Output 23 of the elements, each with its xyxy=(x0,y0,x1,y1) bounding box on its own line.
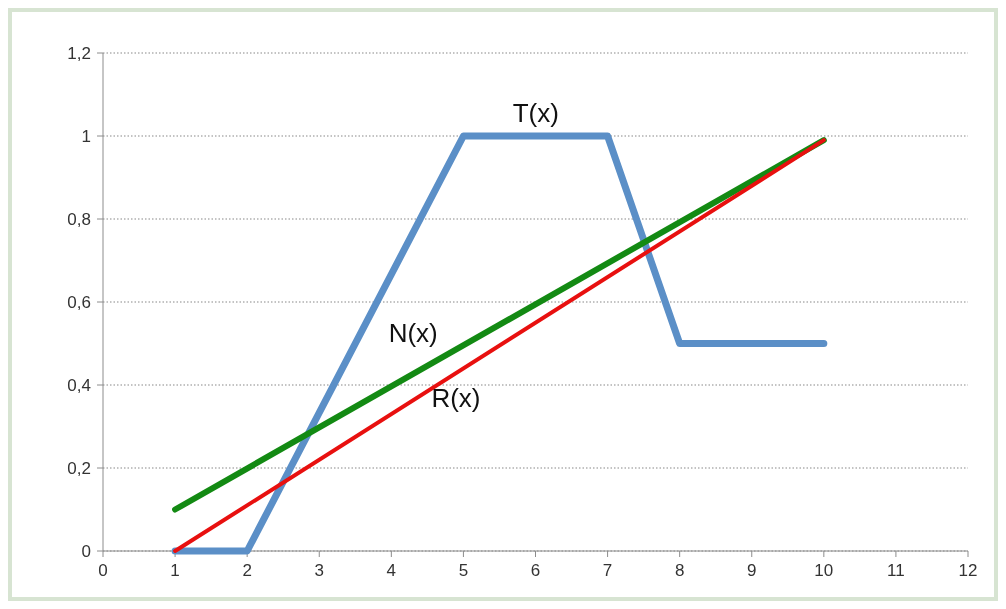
y-tick-label: 0,4 xyxy=(67,375,91,395)
y-tick-label: 0,6 xyxy=(67,292,91,312)
x-tick-label: 3 xyxy=(314,561,324,580)
y-tick-label: 0,2 xyxy=(67,458,91,478)
y-tick-label: 0,8 xyxy=(67,209,91,229)
y-tick-label: 1 xyxy=(81,126,91,146)
x-tick-label: 11 xyxy=(887,561,905,580)
x-tick-label: 7 xyxy=(602,561,613,580)
series-label: N(x) xyxy=(388,317,438,348)
x-tick-label: 2 xyxy=(242,561,252,580)
x-tick-label: 5 xyxy=(458,561,469,580)
y-tick-label: 0 xyxy=(81,541,91,561)
x-tick-label: 10 xyxy=(814,561,834,580)
x-tick-label: 9 xyxy=(747,561,757,580)
series-label: R(x) xyxy=(431,383,481,414)
x-tick-label: 4 xyxy=(386,561,397,580)
x-tick-label: 12 xyxy=(958,561,978,580)
x-tick-label: 0 xyxy=(98,561,108,580)
x-tick-label: 8 xyxy=(674,561,685,580)
x-tick-label: 1 xyxy=(170,561,180,580)
y-tick-label: 1,2 xyxy=(67,43,91,63)
series-label: T(x) xyxy=(512,98,559,128)
x-tick-label: 6 xyxy=(530,561,541,580)
